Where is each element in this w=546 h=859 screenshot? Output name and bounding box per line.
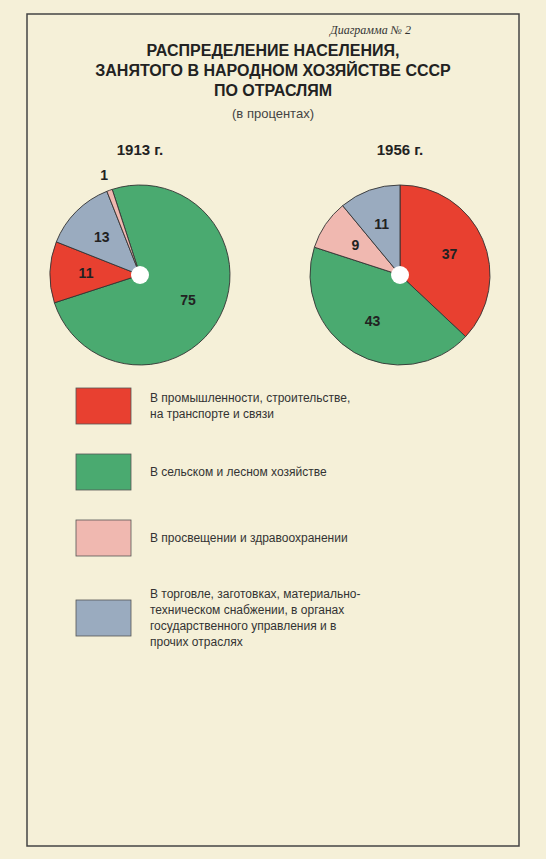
text-line: техническом снабжении, в органах (150, 603, 344, 617)
pie-slice (56, 191, 140, 275)
text-line: В сельском и лесном хозяйстве (150, 465, 327, 479)
text-line: государственного управления и в (150, 619, 336, 633)
data-label: 9 (351, 237, 359, 253)
annotation: Диаграмма № 2 (329, 23, 411, 37)
border (27, 14, 519, 846)
data-label: 13 (94, 229, 110, 245)
subtitle: (в процентах) (232, 106, 314, 121)
title: РАСПРЕДЕЛЕНИЕ НАСЕЛЕНИЯ, ЗАНЯТОГО В НАРОД… (95, 42, 451, 99)
data-label: 75 (180, 292, 196, 308)
center-hole (131, 266, 149, 284)
text-line: на транспорте и связи (150, 407, 274, 421)
background (0, 0, 546, 859)
legend-entry: В сельском и лесном хозяйстве (150, 465, 327, 479)
text-line: РАСПРЕДЕЛЕНИЕ НАСЕЛЕНИЯ, (147, 42, 400, 59)
text-line: В просвещении и здравоохранении (150, 531, 348, 545)
text-line: В промышленности, строительстве, (150, 391, 350, 405)
data-label: 11 (374, 216, 389, 232)
text-line: прочих отраслях (150, 635, 243, 649)
pie-slice (54, 185, 230, 365)
data-label: 1 (100, 167, 108, 183)
pie-slice (107, 189, 140, 275)
pie-slice (343, 185, 400, 275)
pie-title: 1956 г. (377, 141, 423, 158)
legend-swatch (76, 520, 131, 556)
center-hole (391, 266, 409, 284)
chart-canvas: Диаграмма № 2 РАСПРЕДЕЛЕНИЕ НАСЕЛЕНИЯ, ЗАН… (0, 0, 546, 859)
legend-entry: В промышленности, строительстве, на транс… (150, 391, 350, 421)
legend-swatch (76, 388, 131, 424)
legend-swatch (76, 600, 131, 636)
pie: 37 43 9 11 (310, 185, 490, 365)
text-line: В торговле, заготовках, материально- (150, 587, 361, 601)
data-label: 37 (442, 246, 458, 262)
text-line: ПО ОТРАСЛЯМ (214, 82, 332, 99)
text-line: ЗАНЯТОГО В НАРОДНОМ ХОЗЯЙСТВЕ СССР (95, 61, 451, 79)
data-label: 43 (365, 313, 381, 329)
pie: 75 11 13 1 (50, 167, 230, 365)
legend-entry: В торговле, заготовках, материально-техн… (150, 587, 361, 649)
pie-title: 1913 г. (117, 141, 163, 158)
legend-entry: В просвещении и здравоохранении (150, 531, 348, 545)
legend-swatch (76, 454, 131, 490)
data-label: 11 (79, 265, 94, 281)
